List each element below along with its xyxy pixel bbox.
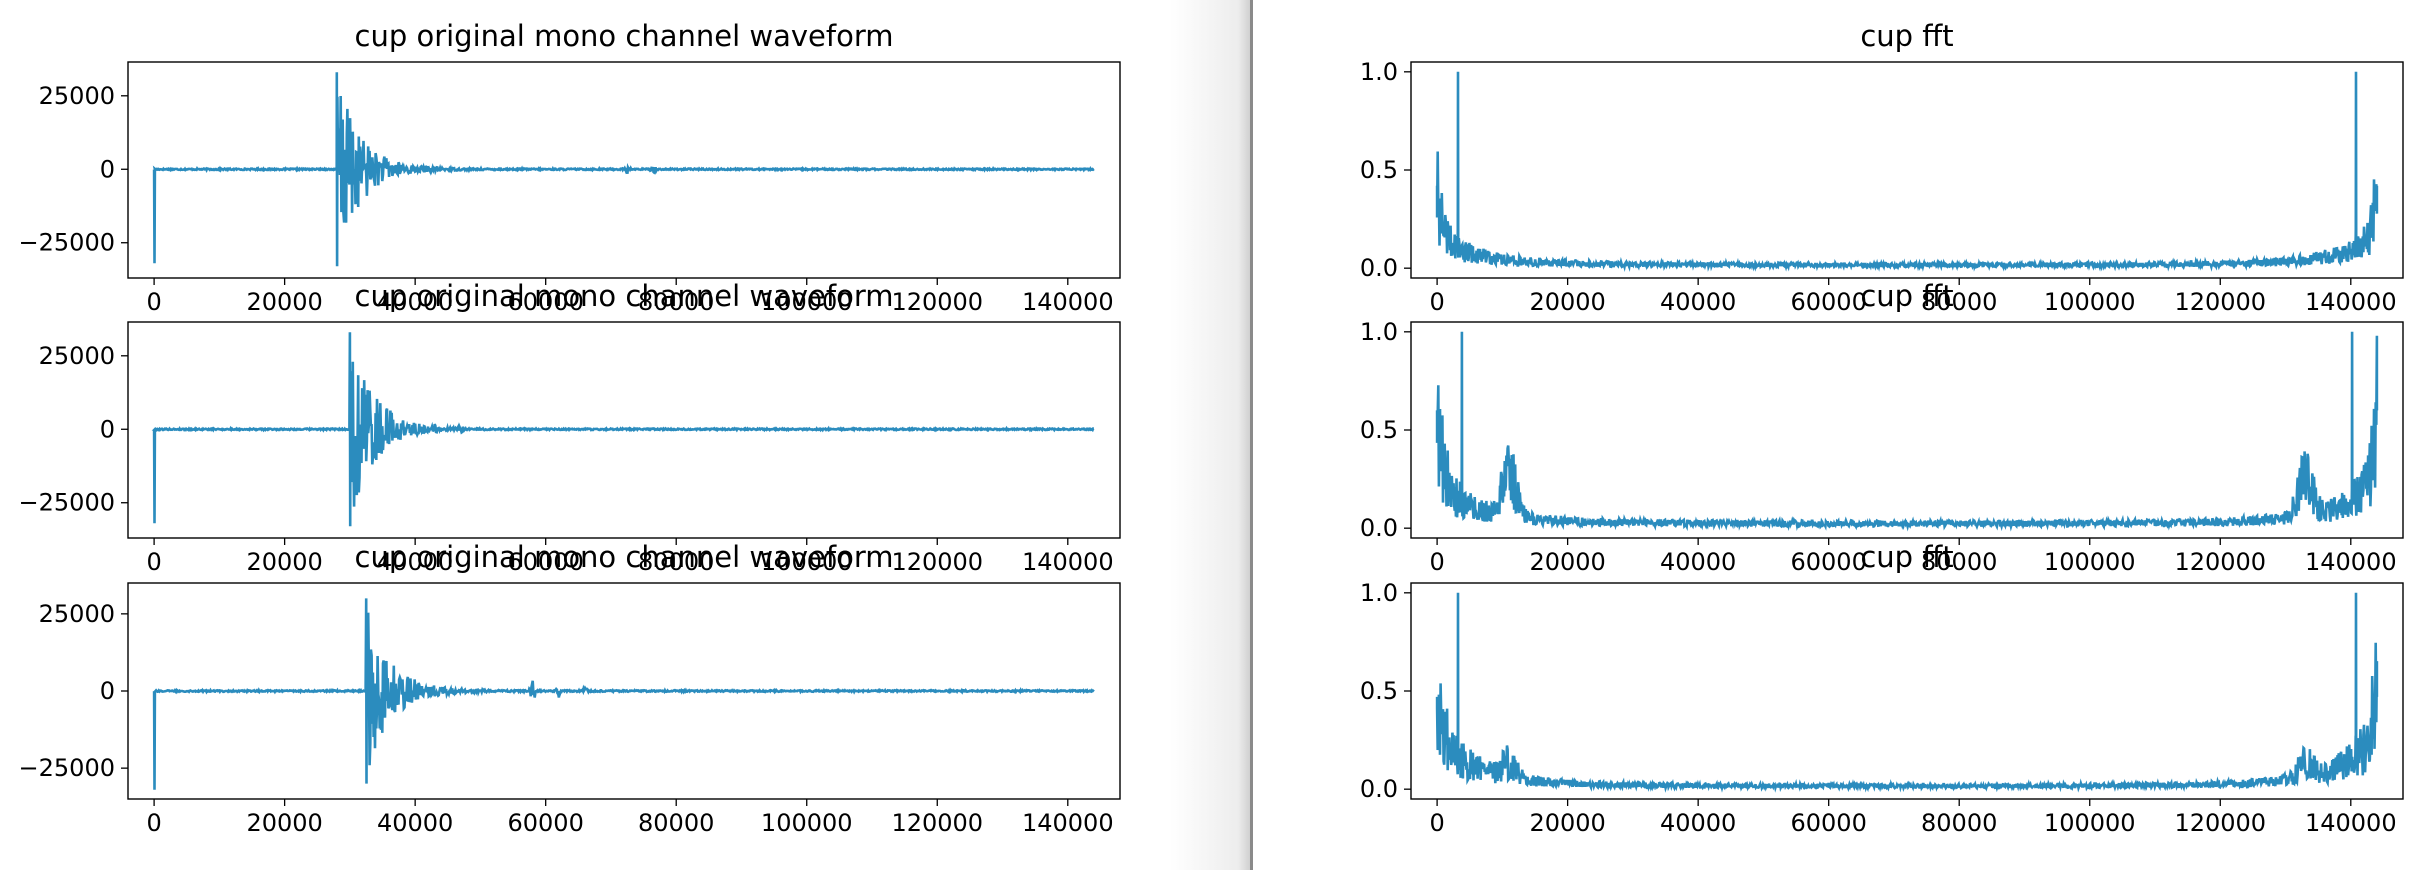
x-tick-label: 60000 (1791, 809, 1867, 837)
x-tick-label: 120000 (2174, 548, 2266, 576)
chart-panel-2: 0 20000 40000 60000 80000 100000 120000 140000 0… (1360, 19, 2404, 316)
chart-title: cup fft (1860, 19, 1953, 53)
axes-frame (127, 61, 1121, 279)
x-tick-label: 120000 (891, 288, 983, 316)
y-tick-label: 0.5 (1360, 156, 1398, 184)
x-tick-label: 20000 (1529, 288, 1605, 316)
x-tick-label: 80000 (1921, 548, 1997, 576)
x-tick-label: 100000 (761, 548, 853, 576)
y-tick-label: 0 (100, 155, 115, 183)
x-tick-label: 140000 (2305, 548, 2397, 576)
y-tick-label: 0 (100, 415, 115, 443)
window-divider-shadow (1170, 0, 1250, 870)
x-tick-label: 20000 (246, 548, 322, 576)
axes-frame (1410, 582, 2404, 800)
chart-title: cup original mono channel waveform (355, 279, 894, 313)
x-tick-label: 60000 (508, 548, 584, 576)
x-tick-label: 120000 (2174, 809, 2266, 837)
x-tick-label: 100000 (2044, 548, 2136, 576)
x-tick-label: 80000 (1921, 809, 1997, 837)
x-tick-label: 140000 (2305, 288, 2397, 316)
x-tick-label: 40000 (1660, 548, 1736, 576)
y-tick-label: 0 (100, 677, 115, 705)
x-tick-label: 80000 (638, 288, 714, 316)
x-tick-label: 100000 (2044, 809, 2136, 837)
x-tick-label: 40000 (1660, 809, 1736, 837)
y-tick-label: 0.5 (1360, 677, 1398, 705)
x-tick-label: 60000 (1791, 288, 1867, 316)
y-tick-label: 25000 (39, 82, 115, 110)
x-tick-label: 0 (146, 548, 161, 576)
y-tick-label: 0.0 (1360, 254, 1398, 282)
x-tick-label: 100000 (2044, 288, 2136, 316)
chart-panel-4: 0 20000 40000 60000 80000 100000 120000 140000 0… (1360, 279, 2404, 576)
chart-title: cup fft (1860, 279, 1953, 313)
chart-panel-1: 0 20000 40000 60000 80000 100000 120000 140000 −… (19, 19, 1121, 316)
x-tick-label: 40000 (377, 548, 453, 576)
y-tick-label: 25000 (39, 342, 115, 370)
y-tick-label: 0.5 (1360, 416, 1398, 444)
window-divider[interactable] (1250, 0, 1253, 870)
x-tick-label: 20000 (246, 288, 322, 316)
series-line (1435, 592, 2379, 793)
x-tick-label: 140000 (1022, 809, 1114, 837)
x-tick-label: 40000 (1660, 288, 1736, 316)
y-tick-label: 1.0 (1360, 318, 1398, 346)
y-tick-label: 25000 (39, 600, 115, 628)
x-tick-label: 20000 (1529, 548, 1605, 576)
chart-title: cup fft (1860, 540, 1953, 574)
x-tick-label: 0 (146, 809, 161, 837)
x-tick-label: 0 (1429, 548, 1444, 576)
x-tick-label: 140000 (2305, 809, 2397, 837)
y-tick-label: 1.0 (1360, 58, 1398, 86)
series-line (152, 598, 1095, 790)
x-tick-label: 120000 (891, 548, 983, 576)
x-tick-label: 40000 (377, 288, 453, 316)
x-tick-label: 40000 (377, 809, 453, 837)
x-tick-label: 60000 (1791, 548, 1867, 576)
x-tick-label: 60000 (508, 809, 584, 837)
chart-panel-6: 0 20000 40000 60000 80000 100000 120000 140000 0… (1360, 540, 2404, 837)
y-tick-label: −25000 (19, 229, 115, 257)
axes-frame (127, 321, 1121, 539)
x-tick-label: 100000 (761, 809, 853, 837)
x-tick-label: 140000 (1022, 548, 1114, 576)
y-tick-label: 0.0 (1360, 775, 1398, 803)
x-tick-label: 60000 (508, 288, 584, 316)
x-tick-label: 0 (1429, 288, 1444, 316)
series-line (151, 332, 1095, 527)
x-tick-label: 120000 (2174, 288, 2266, 316)
chart-title: cup original mono channel waveform (355, 19, 894, 53)
series-line (152, 72, 1095, 267)
x-tick-label: 0 (146, 288, 161, 316)
x-tick-label: 100000 (761, 288, 853, 316)
chart-panel-5: 0 20000 40000 60000 80000 100000 120000 140000 −… (19, 540, 1121, 837)
y-tick-label: 1.0 (1360, 579, 1398, 607)
chart-title: cup original mono channel waveform (355, 540, 894, 574)
x-tick-label: 20000 (1529, 809, 1605, 837)
x-tick-label: 80000 (1921, 288, 1997, 316)
x-tick-label: 140000 (1022, 288, 1114, 316)
x-tick-label: 20000 (246, 809, 322, 837)
axes-frame (1410, 321, 2404, 539)
y-tick-label: −25000 (19, 489, 115, 517)
series-line (1435, 71, 2379, 272)
x-tick-label: 120000 (891, 809, 983, 837)
x-tick-label: 80000 (638, 548, 714, 576)
x-tick-label: 0 (1429, 809, 1444, 837)
x-tick-label: 80000 (638, 809, 714, 837)
y-tick-label: 0.0 (1360, 514, 1398, 542)
axes-frame (1410, 61, 2404, 279)
chart-panel-3: 0 20000 40000 60000 80000 100000 120000 140000 −… (19, 279, 1121, 576)
y-tick-label: −25000 (19, 754, 115, 782)
series-line (1435, 331, 2379, 532)
